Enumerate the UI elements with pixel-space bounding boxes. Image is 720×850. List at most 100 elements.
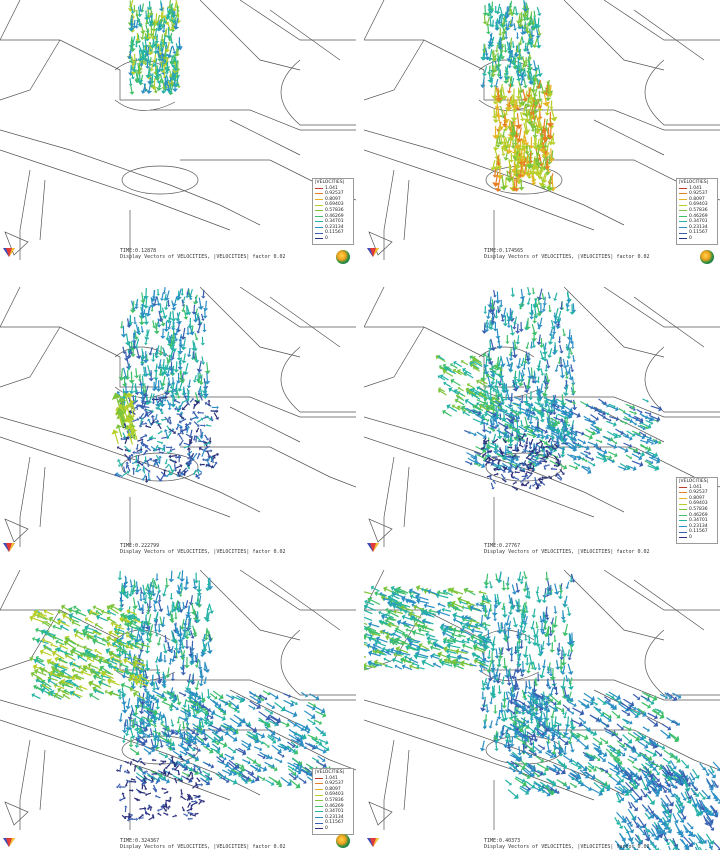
- velocity-vector: [182, 296, 186, 302]
- velocity-vector: [534, 476, 537, 482]
- legend-swatch: [315, 199, 323, 201]
- velocity-vector: [178, 434, 183, 441]
- velocity-vector: [200, 676, 204, 684]
- velocity-vector: [523, 78, 526, 86]
- velocity-vector-head: [144, 650, 151, 654]
- velocity-vector-head: [519, 378, 525, 382]
- velocity-vector-head: [132, 605, 138, 610]
- velocity-vector-head: [518, 397, 522, 401]
- vector-caption: Display Vectors of VELOCITIES, |VELOCITI…: [484, 254, 650, 260]
- velocity-vector-head: [507, 12, 512, 16]
- velocity-vector: [534, 137, 537, 147]
- legend-swatch: [679, 238, 687, 240]
- velocity-vector-head: [163, 660, 167, 663]
- velocity-vector: [483, 322, 486, 331]
- velocity-vector-head: [501, 153, 506, 157]
- velocity-vector-head: [521, 41, 525, 44]
- velocity-vector: [478, 387, 486, 393]
- velocity-vector-head: [527, 481, 530, 484]
- velocity-vector: [135, 338, 140, 347]
- velocity-vector-head: [176, 576, 181, 580]
- legend-value: 0.34701: [689, 219, 708, 225]
- velocity-vector-head: [128, 390, 135, 395]
- velocity-vector-head: [146, 61, 152, 64]
- velocity-vector-head: [162, 650, 168, 654]
- velocity-vector: [487, 426, 494, 431]
- velocity-vector-head: [473, 432, 477, 437]
- velocity-vector: [552, 468, 558, 470]
- velocity-vector-head: [539, 409, 542, 413]
- velocity-vector: [593, 445, 600, 450]
- velocity-vector-head: [195, 430, 199, 433]
- velocity-vector: [537, 64, 541, 74]
- legend-value: 0.46269: [689, 512, 708, 518]
- velocity-vector: [508, 159, 511, 167]
- velocity-vector-head: [193, 403, 197, 406]
- velocity-vector: [572, 355, 575, 361]
- velocity-vector-head: [129, 309, 136, 314]
- velocity-vector: [627, 446, 636, 451]
- velocity-vector-head: [506, 397, 512, 401]
- velocity-vector: [208, 634, 212, 640]
- velocity-vector-head: [154, 623, 158, 627]
- velocity-vector: [149, 624, 154, 634]
- velocity-vector-head: [134, 744, 140, 749]
- legend-entry: 0.57836: [679, 208, 715, 214]
- velocity-vector-head: [489, 401, 494, 406]
- legend-entry: 0.11567: [315, 230, 351, 236]
- legend-value: 1.041: [689, 484, 702, 490]
- velocity-vector-head: [144, 22, 149, 25]
- velocity-vector: [182, 327, 186, 337]
- velocity-vector-head: [504, 466, 507, 470]
- velocity-vector: [588, 405, 596, 410]
- velocity-vector-head: [139, 404, 146, 409]
- velocity-vector: [513, 402, 520, 406]
- velocity-vector: [143, 83, 146, 90]
- velocity-vector: [145, 24, 149, 32]
- velocity-vector: [159, 74, 163, 82]
- velocity-vector-head: [437, 389, 442, 394]
- velocity-vector: [494, 398, 502, 404]
- velocity-vector: [497, 155, 500, 164]
- velocity-vector-head: [559, 417, 564, 423]
- velocity-vector-head: [547, 158, 555, 163]
- velocity-vector: [484, 66, 488, 74]
- velocity-vector-head: [514, 385, 520, 390]
- velocity-vector: [136, 670, 140, 680]
- velocity-vector-head: [166, 13, 171, 17]
- velocity-vector-head: [141, 478, 146, 481]
- velocity-vector-head: [629, 456, 633, 460]
- velocity-vector-head: [609, 436, 614, 442]
- velocity-vector-head: [524, 30, 531, 34]
- velocity-vector-head: [174, 14, 180, 18]
- velocity-vector: [179, 632, 182, 640]
- velocity-vector-head: [518, 437, 522, 440]
- velocity-vector-head: [129, 91, 135, 95]
- velocity-vector-head: [204, 668, 210, 673]
- velocity-vector: [483, 44, 486, 51]
- velocity-vector-head: [176, 650, 182, 654]
- velocity-vector: [167, 432, 172, 438]
- velocity-vector: [146, 11, 150, 18]
- velocity-vector: [170, 336, 173, 345]
- velocity-vector: [481, 446, 485, 450]
- velocity-vector-head: [128, 51, 133, 54]
- velocity-vector-head: [143, 688, 148, 692]
- legend-value: 0.11567: [689, 230, 708, 236]
- velocity-vector-head: [139, 599, 143, 602]
- velocity-vector: [580, 457, 587, 462]
- velocity-vector-head: [129, 585, 134, 588]
- velocity-vector-head: [135, 448, 139, 451]
- velocity-vector: [531, 309, 534, 317]
- velocity-vector-field: [480, 0, 558, 193]
- velocity-vector-head: [510, 446, 513, 450]
- velocity-vector-head: [505, 149, 513, 155]
- velocity-vector-head: [170, 469, 174, 472]
- velocity-vector-head: [535, 131, 540, 135]
- velocity-vector-head: [534, 481, 538, 484]
- velocity-vector-head: [156, 324, 162, 328]
- velocity-vector-head: [570, 369, 575, 373]
- velocity-vector: [530, 462, 533, 466]
- velocity-vector-head: [481, 330, 488, 334]
- velocity-vector-head: [529, 402, 534, 408]
